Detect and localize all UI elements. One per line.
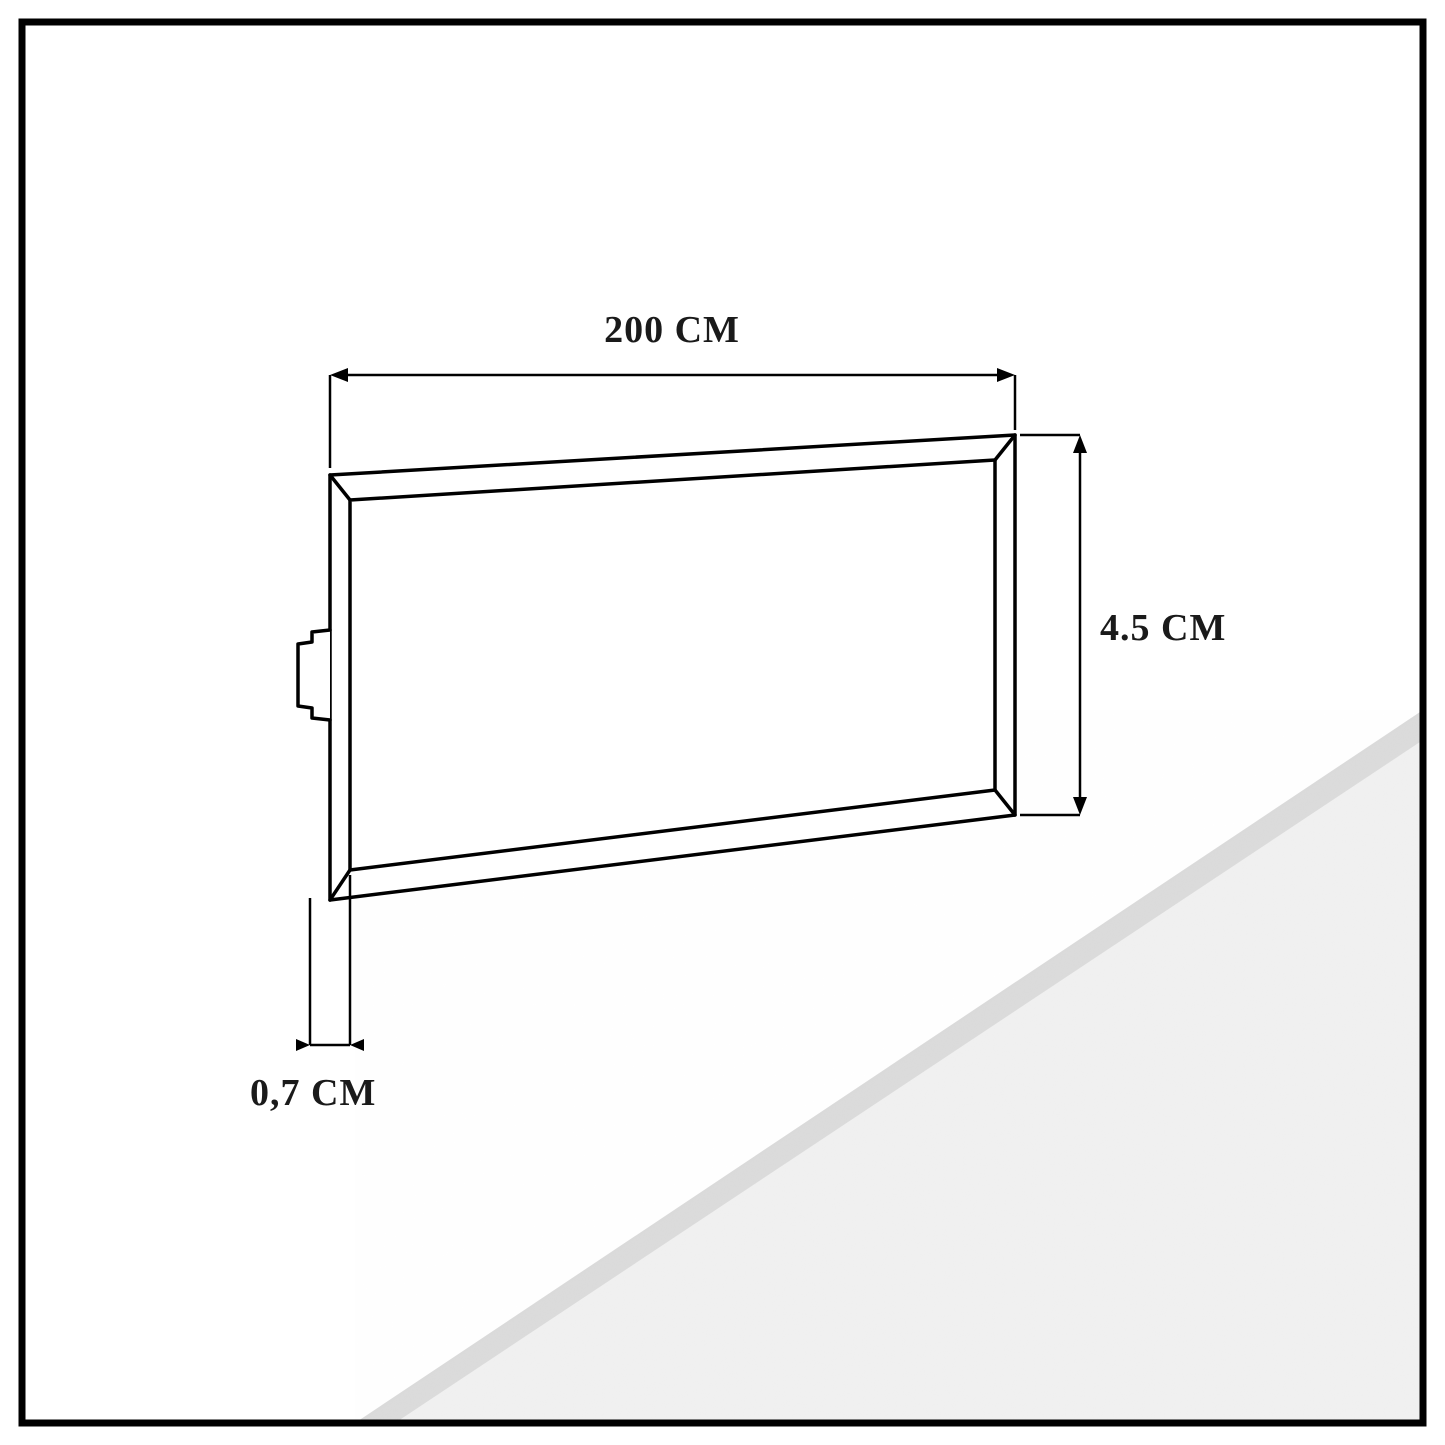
diagram-svg: 200 CM 4.5 CM 0,7 CM (0, 0, 1445, 1445)
profile-drawing (298, 435, 1015, 900)
diagram-canvas: 200 CM 4.5 CM 0,7 CM (0, 0, 1445, 1445)
dimension-depth-label: 0,7 CM (250, 1072, 376, 1114)
dimension-height (1020, 435, 1087, 815)
dimension-height-label: 4.5 CM (1100, 607, 1226, 649)
dimension-width-label: 200 CM (604, 309, 740, 351)
